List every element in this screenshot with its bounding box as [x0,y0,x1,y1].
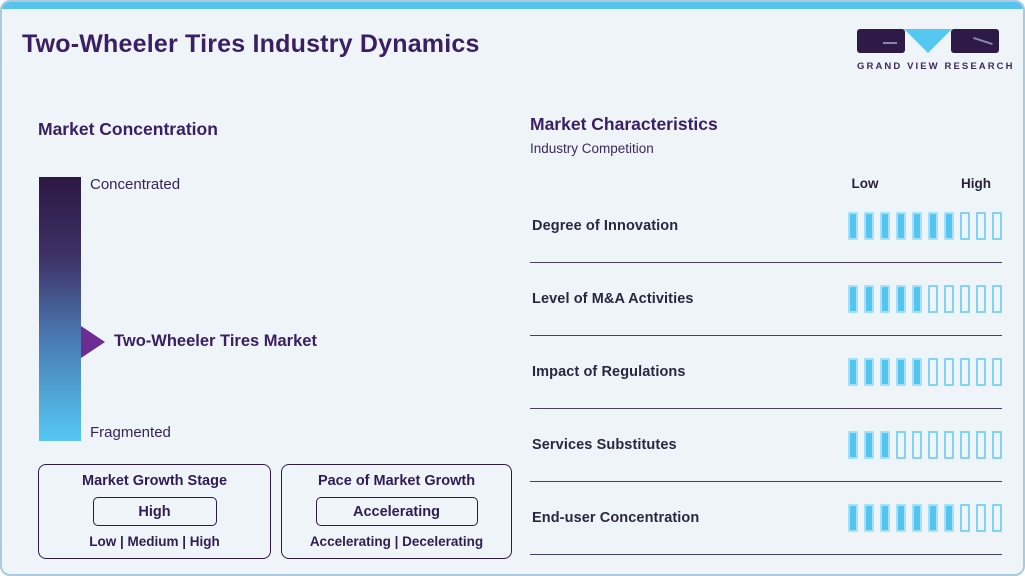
market-characteristics-section: Market Characteristics Industry Competit… [530,114,1002,560]
characteristic-row: Services Substitutes [530,409,1002,482]
fragmented-label: Fragmented [90,424,171,441]
logo-r-mark [973,36,993,46]
rating-bar-empty [960,358,970,386]
rating-bar-empty [992,358,1002,386]
growth-stage-options: Low | Medium | High [89,534,220,549]
characteristic-label: Level of M&A Activities [532,291,694,307]
rating-bar-filled [896,212,906,240]
characteristic-label: Degree of Innovation [532,218,679,234]
characteristics-rows: Degree of Innovation Level of M&A Activi… [530,190,1002,555]
market-pointer-label: Two-Wheeler Tires Market [114,332,317,350]
characteristic-row: Impact of Regulations [530,336,1002,409]
logo-r-block [951,29,999,53]
rating-bar-filled [848,285,858,313]
rating-bar-filled [896,358,906,386]
rating-bar-filled [928,212,938,240]
characteristic-label: End-user Concentration [532,510,700,526]
grand-view-research-logo: GRAND VIEW RESEARCH [857,29,1015,72]
rating-bar-empty [992,285,1002,313]
concentrated-label: Concentrated [90,176,181,193]
rating-bar-empty [992,431,1002,459]
rating-bar-empty [960,504,970,532]
scale-high-label: High [961,176,991,191]
rating-bar-filled [896,504,906,532]
logo-v-triangle-icon [904,29,952,53]
concentration-gradient-bar [39,177,81,441]
characteristic-row: Degree of Innovation [530,190,1002,263]
rating-bar-filled [944,504,954,532]
rating-bar-filled [944,212,954,240]
rating-bar-empty [976,212,986,240]
page-title: Two-Wheeler Tires Industry Dynamics [22,30,480,58]
rating-bar-filled [848,431,858,459]
rating-bar-empty [944,358,954,386]
rating-bar-empty [960,212,970,240]
pace-options: Accelerating | Decelerating [309,534,484,549]
industry-competition-subheading: Industry Competition [530,141,654,156]
rating-bars [848,431,1002,459]
rating-bars [848,285,1002,313]
rating-bar-filled [864,285,874,313]
rating-bar-filled [864,212,874,240]
growth-stage-value: High [92,497,217,526]
logo-wordmark: GRAND VIEW RESEARCH [857,61,1015,72]
pace-value: Accelerating [315,497,478,526]
logo-blocks [857,29,999,53]
top-accent-strip [2,2,1023,9]
rating-bars [848,358,1002,386]
rating-bar-empty [992,504,1002,532]
rating-bar-empty [928,431,938,459]
rating-bar-empty [976,504,986,532]
rating-bar-filled [912,285,922,313]
market-pointer-arrow-icon [81,326,105,358]
market-characteristics-heading: Market Characteristics [530,114,718,134]
market-concentration-heading: Market Concentration [38,119,218,139]
pace-of-market-growth-box: Pace of Market Growth Accelerating Accel… [281,464,512,559]
characteristic-label: Impact of Regulations [532,364,686,380]
rating-bar-filled [848,212,858,240]
rating-bar-filled [912,212,922,240]
rating-bars [848,504,1002,532]
rating-bar-filled [864,504,874,532]
logo-g-block [857,29,905,53]
scale-low-label: Low [851,176,879,191]
rating-bar-empty [960,285,970,313]
rating-bar-empty [896,431,906,459]
rating-bar-empty [992,212,1002,240]
rating-bar-filled [880,504,890,532]
rating-bar-empty [944,431,954,459]
rating-bar-empty [976,285,986,313]
rating-bar-filled [864,431,874,459]
rating-bar-empty [976,431,986,459]
characteristic-row: Level of M&A Activities [530,263,1002,336]
rating-bar-filled [880,358,890,386]
rating-bar-filled [848,358,858,386]
rating-bar-empty [960,431,970,459]
rating-bar-filled [880,431,890,459]
rating-bar-filled [880,285,890,313]
rating-bar-empty [976,358,986,386]
rating-bar-filled [880,212,890,240]
rating-bar-empty [928,358,938,386]
rating-bar-empty [944,285,954,313]
growth-stage-title: Market Growth Stage [81,473,228,489]
rating-bar-empty [912,431,922,459]
rating-bar-filled [912,504,922,532]
rating-bar-empty [928,285,938,313]
rating-bars [848,212,1002,240]
characteristic-label: Services Substitutes [532,437,677,453]
pace-title: Pace of Market Growth [317,473,476,489]
rating-bar-filled [912,358,922,386]
rating-bar-filled [928,504,938,532]
market-growth-stage-box: Market Growth Stage High Low | Medium | … [38,464,271,559]
characteristic-row: End-user Concentration [530,482,1002,555]
rating-bar-filled [848,504,858,532]
logo-g-mark [883,42,897,44]
rating-bar-filled [864,358,874,386]
rating-bar-filled [896,285,906,313]
